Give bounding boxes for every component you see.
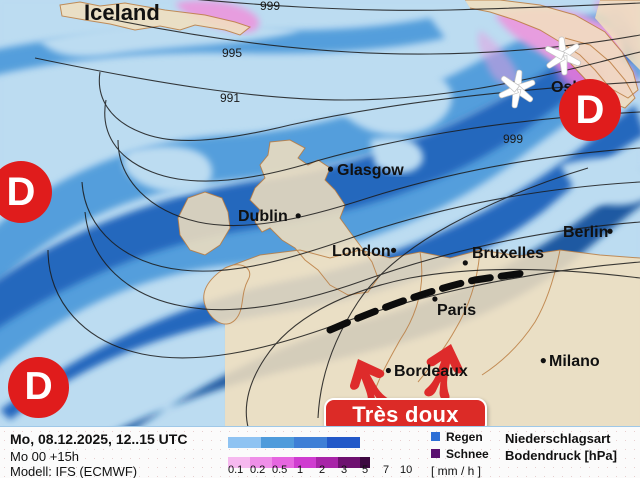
svg-text:Milano: Milano: [549, 353, 600, 370]
svg-text:Paris: Paris: [437, 302, 476, 319]
svg-text:London: London: [332, 243, 391, 260]
svg-text:Iceland: Iceland: [84, 0, 160, 25]
svg-text:Bruxelles: Bruxelles: [472, 245, 544, 262]
svg-text:Dublin: Dublin: [238, 208, 288, 225]
svg-text:Bordeaux: Bordeaux: [394, 363, 468, 380]
svg-text:Berlin: Berlin: [563, 224, 608, 241]
svg-text:Glasgow: Glasgow: [337, 162, 404, 179]
